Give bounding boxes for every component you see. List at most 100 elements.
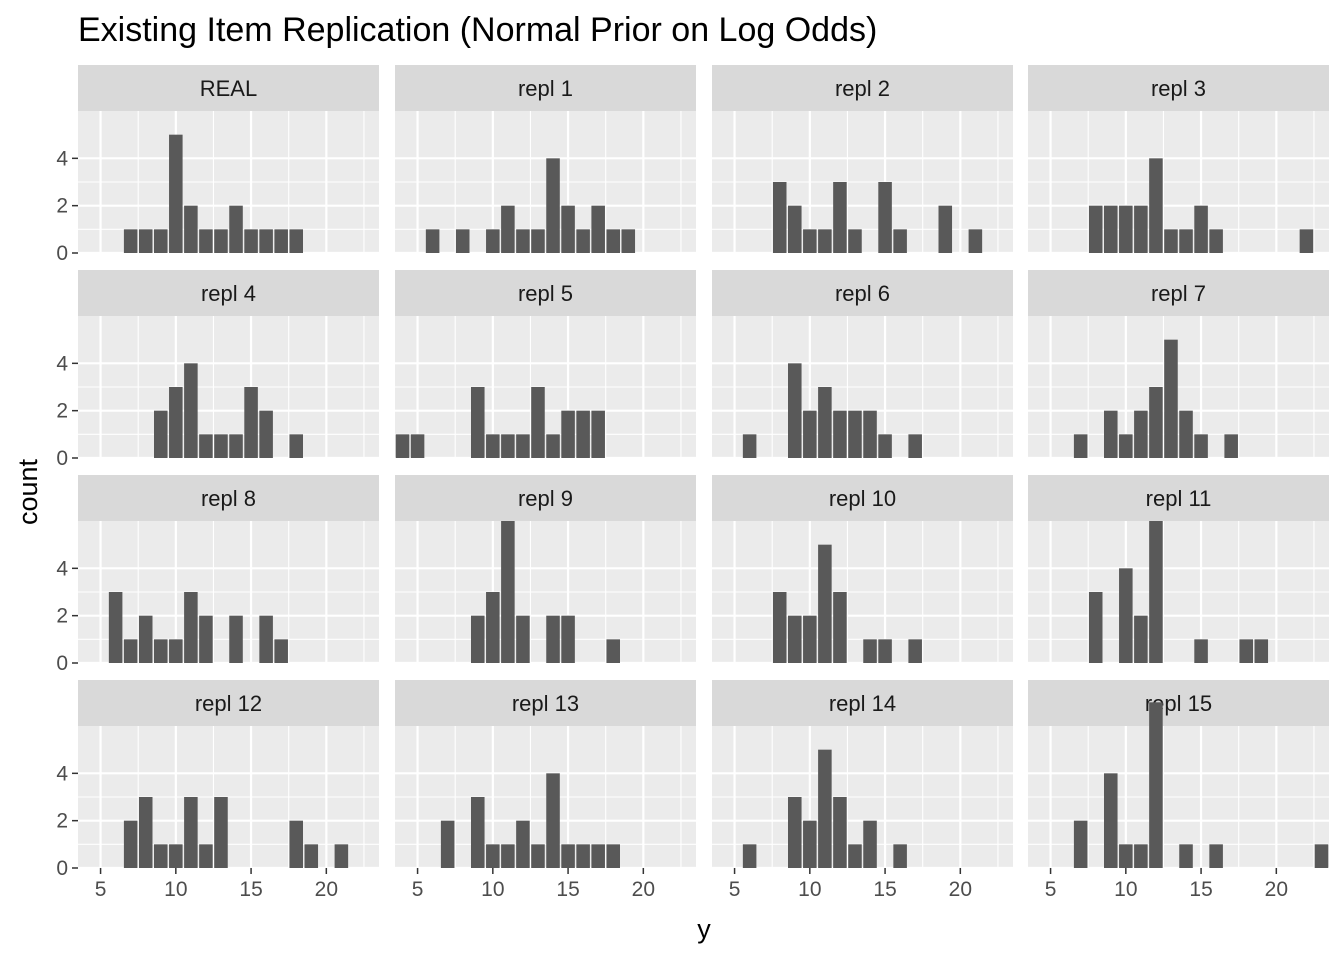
histogram-bar <box>471 387 485 458</box>
histogram-bar <box>863 410 877 458</box>
histogram-bar <box>304 844 319 868</box>
histogram-bar <box>1299 229 1314 253</box>
histogram-bar <box>1149 702 1163 868</box>
y-tick-label: 2 <box>56 605 68 628</box>
histogram-bar <box>516 229 530 253</box>
histogram-bar <box>169 134 183 253</box>
histogram-bar <box>123 820 138 868</box>
y-tick-label: 2 <box>56 195 68 218</box>
facet-strip-label: repl 10 <box>829 486 896 511</box>
histogram-bar <box>1209 844 1223 868</box>
y-tick-label: 4 <box>56 762 68 785</box>
facet-strip <box>78 680 379 726</box>
histogram-bar <box>848 844 862 868</box>
histogram-bar <box>1088 592 1103 663</box>
histogram-bar <box>803 410 817 458</box>
histogram-bar <box>516 615 530 663</box>
histogram-bar <box>1314 844 1329 868</box>
facet-panel: repl 13 5 10 15 20 <box>395 680 696 901</box>
histogram-bar <box>1179 229 1193 253</box>
x-tick-label: 15 <box>239 878 262 901</box>
histogram-bar <box>606 844 620 868</box>
histogram-bar <box>561 410 575 458</box>
histogram-bar <box>108 592 123 663</box>
histogram-bar <box>1194 639 1208 663</box>
x-tick-label: 15 <box>556 878 579 901</box>
histogram-bar <box>471 615 485 663</box>
histogram-bar <box>833 797 847 868</box>
histogram-bar <box>1104 410 1118 458</box>
facet-strip <box>1028 680 1329 726</box>
facet-strip-label: repl 11 <box>1146 486 1212 511</box>
histogram-bar <box>184 797 198 868</box>
facet-strip-label: repl 2 <box>835 76 890 101</box>
facet-strip-label: repl 12 <box>195 691 262 716</box>
histogram-bar <box>833 410 847 458</box>
histogram-bar <box>531 387 545 458</box>
histogram-bar <box>833 182 847 253</box>
histogram-bar <box>1239 639 1253 663</box>
facet-panel: repl 5 <box>395 270 696 460</box>
histogram-bar <box>1104 205 1118 253</box>
histogram-bar <box>1119 205 1133 253</box>
histogram-bar <box>546 434 560 458</box>
histogram-bar <box>516 820 530 868</box>
histogram-bar <box>908 434 922 458</box>
histogram-bar <box>229 205 243 253</box>
histogram-bar <box>848 229 862 253</box>
facet-strip-label: repl 7 <box>1151 281 1206 306</box>
histogram-bar <box>1179 844 1193 868</box>
histogram-bar <box>1254 639 1269 663</box>
histogram-bar <box>1179 410 1193 458</box>
x-tick-label: 10 <box>164 878 187 901</box>
histogram-bar <box>1224 434 1238 458</box>
histogram-bar <box>289 229 303 253</box>
histogram-bar <box>199 844 213 868</box>
histogram-bar <box>848 410 862 458</box>
histogram-bar <box>244 229 258 253</box>
facet-strip-label: repl 1 <box>518 76 573 101</box>
histogram-bar <box>561 615 575 663</box>
histogram-bar <box>486 229 500 253</box>
histogram-bar <box>742 844 757 868</box>
histogram-bar <box>138 797 153 868</box>
facet-strip <box>395 270 696 316</box>
histogram-bar <box>486 844 500 868</box>
histogram-bar <box>818 387 832 458</box>
histogram-bar <box>1073 434 1088 458</box>
histogram-bar <box>863 820 877 868</box>
histogram-bar <box>1149 158 1163 253</box>
facet-strip-label: repl 14 <box>829 691 896 716</box>
y-tick-label: 2 <box>56 400 68 423</box>
histogram-bar <box>606 639 620 663</box>
histogram-bar <box>546 615 560 663</box>
histogram-bar <box>591 410 605 458</box>
facet-strip <box>395 680 696 726</box>
histogram-bar <box>184 205 198 253</box>
histogram-bar <box>138 229 153 253</box>
facet-panel: repl 3 <box>1028 65 1329 255</box>
histogram-bar <box>501 844 515 868</box>
histogram-bar <box>803 229 817 253</box>
histogram-bar <box>908 639 922 663</box>
histogram-bar <box>742 434 757 458</box>
x-tick-label: 5 <box>412 878 424 901</box>
histogram-bar <box>531 844 545 868</box>
facet-panel: repl 9 <box>395 475 696 665</box>
facet-strip <box>1028 475 1329 521</box>
histogram-bar <box>591 844 605 868</box>
histogram-bar <box>425 229 440 253</box>
histogram-bar <box>214 797 228 868</box>
histogram-bar <box>501 205 515 253</box>
histogram-bar <box>501 434 515 458</box>
histogram-bar <box>818 229 832 253</box>
histogram-bar <box>1209 229 1223 253</box>
histogram-bar <box>576 844 590 868</box>
facet-panel: repl 7 <box>1028 270 1329 460</box>
histogram-bar <box>455 229 470 253</box>
facet-strip-label: repl 6 <box>835 281 890 306</box>
facet-strip-label: repl 5 <box>518 281 573 306</box>
facet-panel: repl 1 <box>395 65 696 255</box>
histogram-bar <box>1088 205 1103 253</box>
histogram-bar <box>289 434 303 458</box>
